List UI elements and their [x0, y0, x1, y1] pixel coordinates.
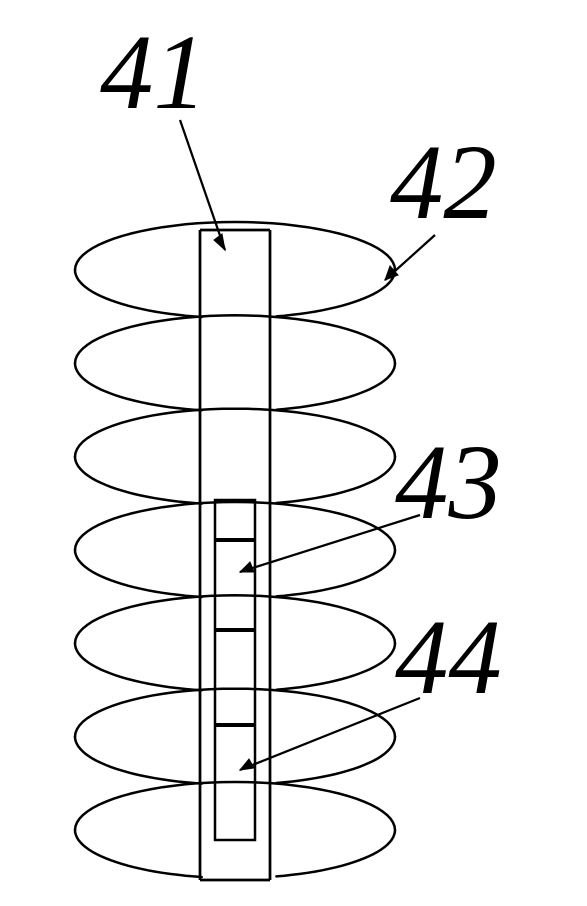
- ref-label-42: 42: [390, 130, 497, 237]
- ref-label-41: 41: [100, 20, 207, 127]
- diagram-root: 41 42 43 44: [0, 0, 587, 906]
- ref-label-43: 43: [395, 430, 502, 537]
- ref-label-44: 44: [395, 605, 502, 712]
